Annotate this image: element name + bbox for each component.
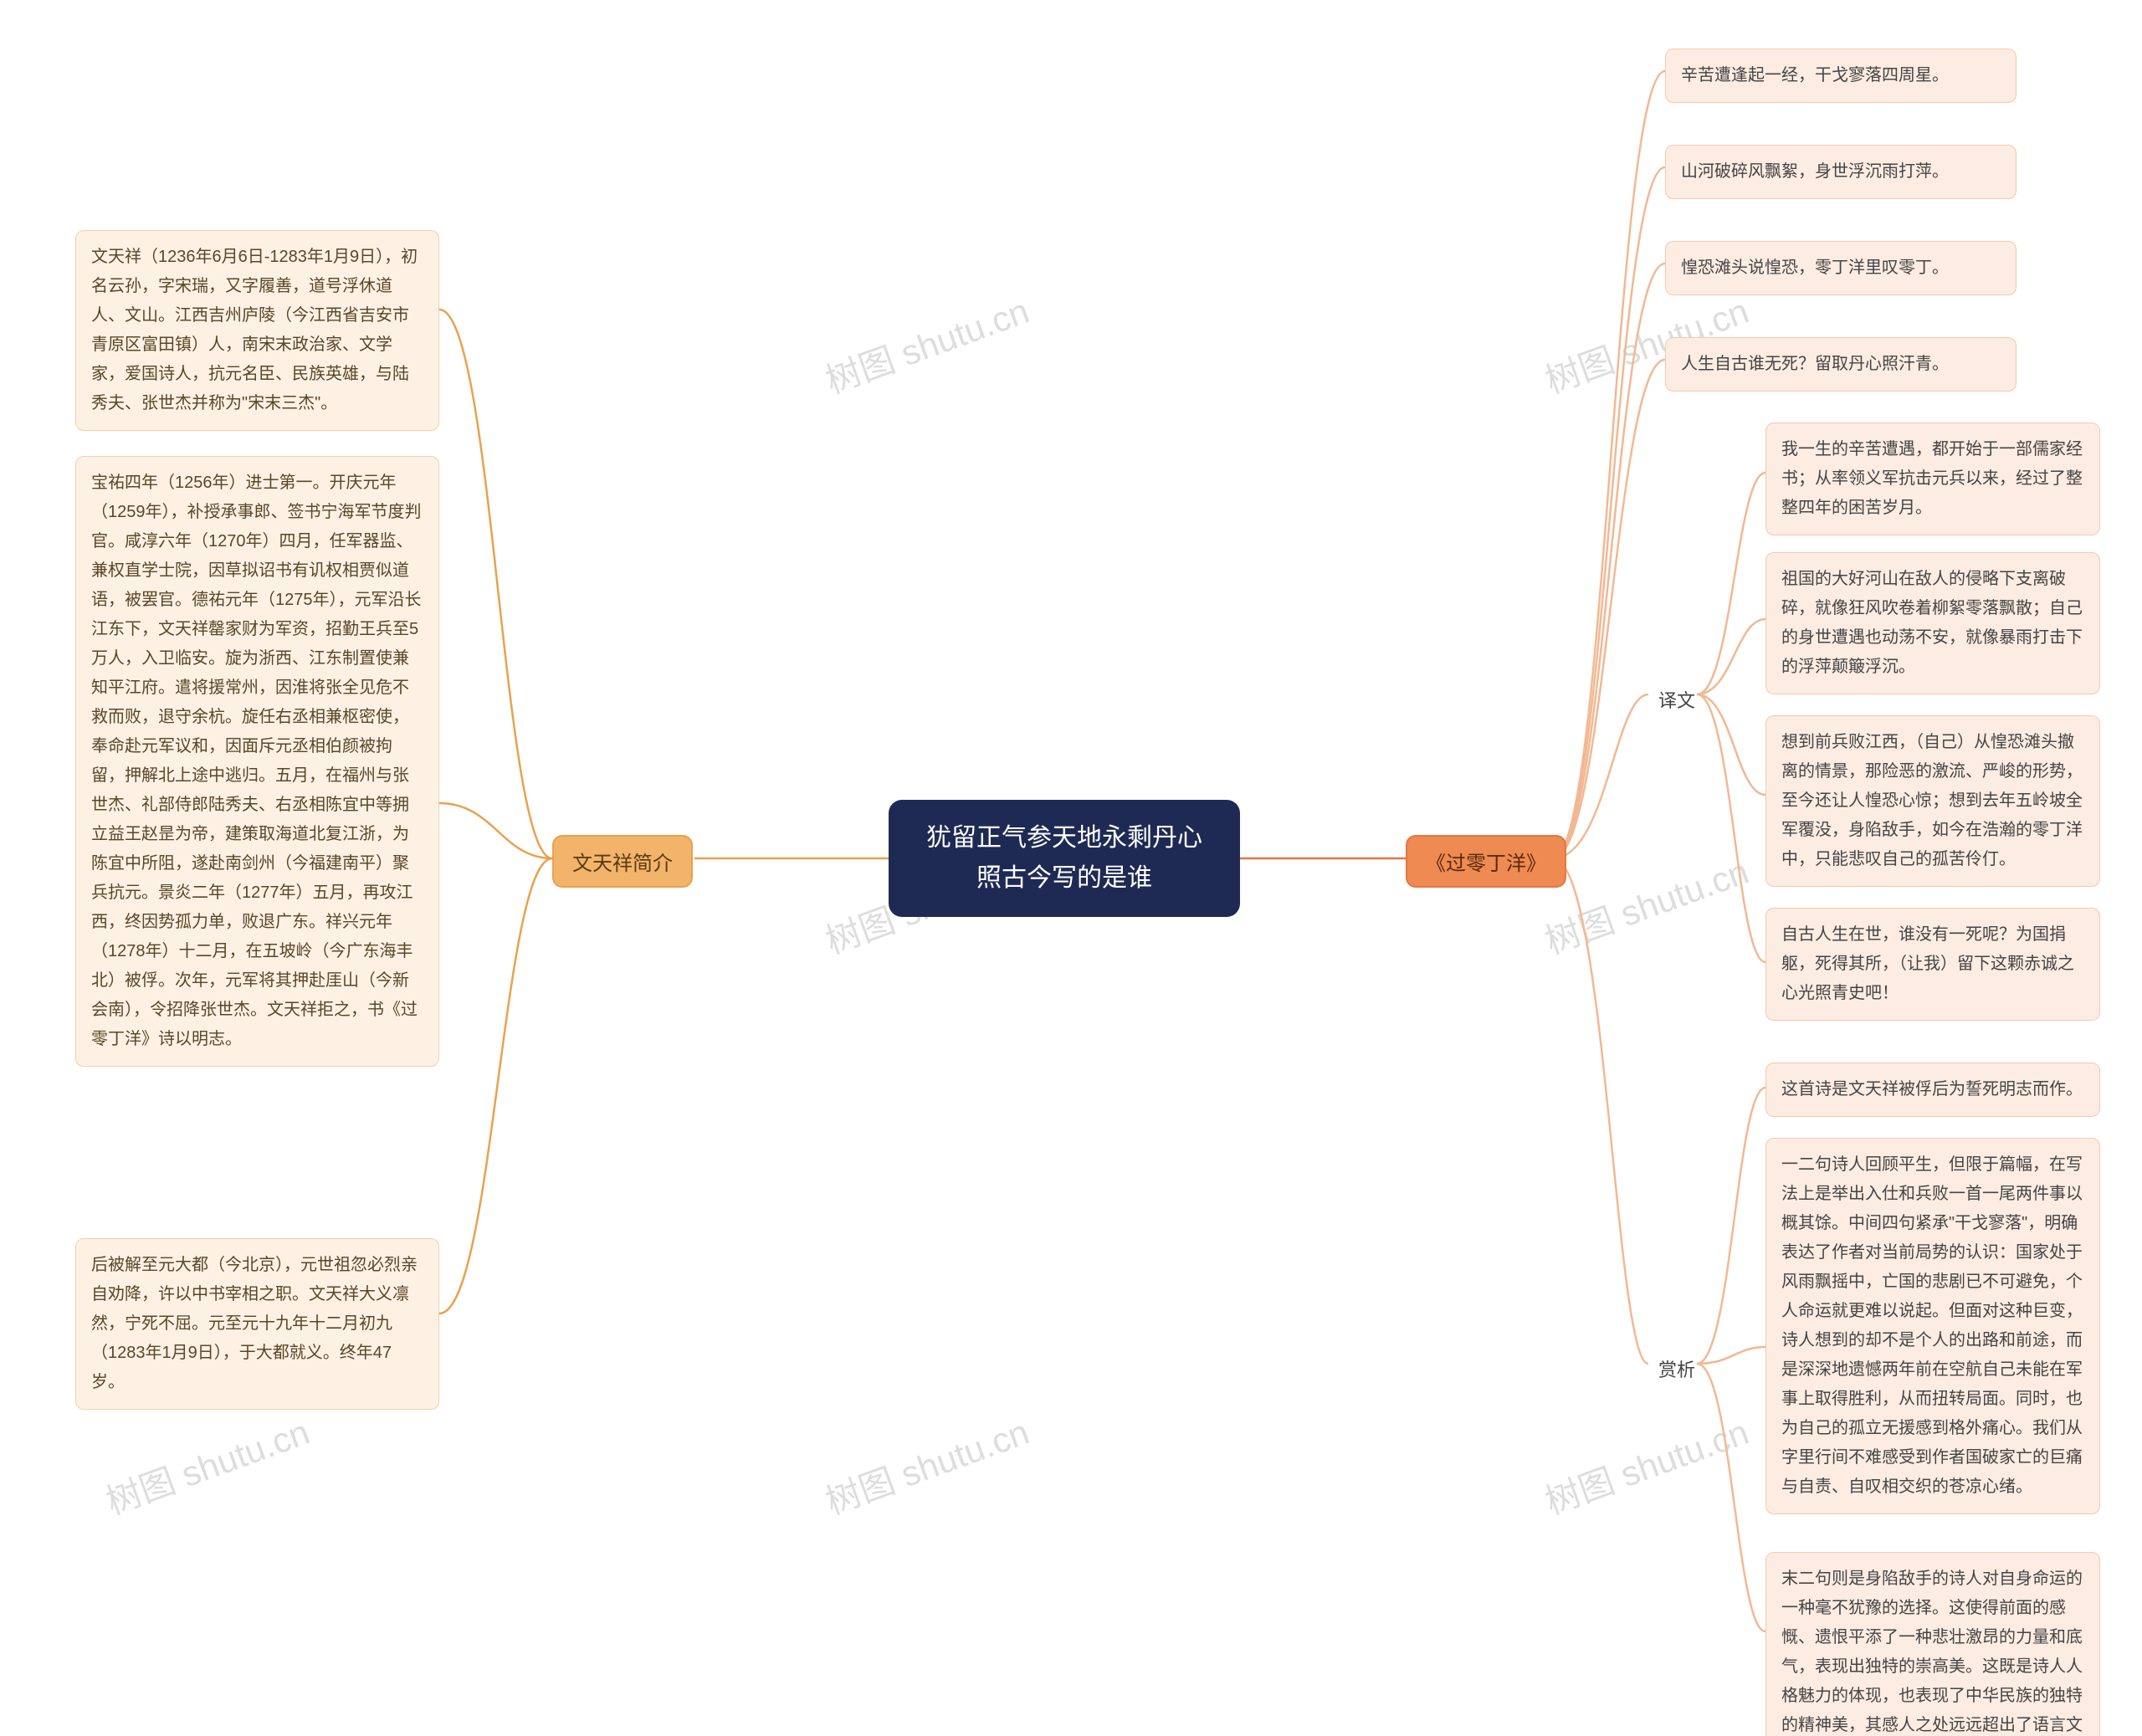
leaf-text: 这首诗是文天祥被俘后为誓死明志而作。 (1781, 1080, 2083, 1098)
leaf-text: 山河破碎风飘絮，身世浮沉雨打萍。 (1681, 162, 1949, 181)
branch-label: 《过零丁洋》 (1426, 847, 1546, 876)
sub-branch-translation[interactable]: 译文 (1648, 681, 1705, 718)
center-topic-text: 犹留正气参天地永剩丹心 照古今写的是谁 (926, 818, 1202, 899)
leaf-text: 末二句则是身陷敌手的诗人对自身命运的一种毫不犹豫的选择。这使得前面的感慨、遗恨平… (1781, 1570, 2083, 1736)
poem-line-4[interactable]: 人生自古谁无死？留取丹心照汗青。 (1665, 337, 2016, 392)
sub-branch-analysis[interactable]: 赏析 (1648, 1350, 1705, 1387)
poem-line-2[interactable]: 山河破碎风飘絮，身世浮沉雨打萍。 (1665, 145, 2016, 199)
sub-branch-label: 译文 (1658, 690, 1695, 711)
watermark: 树图 shutu.cn (98, 1404, 315, 1524)
left-leaf-2[interactable]: 宝祐四年（1256年）进士第一。开庆元年（1259年），补授承事郎、签书宁海军节… (75, 456, 439, 1067)
analysis-item-2[interactable]: 一二句诗人回顾平生，但限于篇幅，在写法上是举出入仕和兵败一首一尾两件事以概其馀。… (1765, 1138, 2100, 1514)
translation-item-3[interactable]: 想到前兵败江西，（自己）从惶恐滩头撤离的情景，那险恶的激流、严峻的形势，至今还让… (1765, 715, 2100, 887)
leaf-text: 文天祥（1236年6月6日-1283年1月9日），初名云孙，字宋瑞，又字履善，道… (91, 248, 418, 412)
left-leaf-1[interactable]: 文天祥（1236年6月6日-1283年1月9日），初名云孙，字宋瑞，又字履善，道… (75, 230, 439, 431)
leaf-text: 自古人生在世，谁没有一死呢？为国捐躯，死得其所，（让我）留下这颗赤诚之心光照青史… (1781, 925, 2074, 1002)
analysis-item-1[interactable]: 这首诗是文天祥被俘后为誓死明志而作。 (1765, 1063, 2100, 1117)
watermark: 树图 shutu.cn (1537, 843, 1755, 964)
left-leaf-3[interactable]: 后被解至元大都（今北京），元世祖忽必烈亲自劝降，许以中书宰相之职。文天祥大义凛然… (75, 1238, 439, 1410)
leaf-text: 一二句诗人回顾平生，但限于篇幅，在写法上是举出入仕和兵败一首一尾两件事以概其馀。… (1781, 1155, 2083, 1496)
leaf-text: 想到前兵败江西，（自己）从惶恐滩头撤离的情景，那险恶的激流、严峻的形势，至今还让… (1781, 733, 2083, 868)
translation-item-4[interactable]: 自古人生在世，谁没有一死呢？为国捐躯，死得其所，（让我）留下这颗赤诚之心光照青史… (1765, 908, 2100, 1021)
watermark: 树图 shutu.cn (817, 1404, 1035, 1524)
leaf-text: 后被解至元大都（今北京），元世祖忽必烈亲自劝降，许以中书宰相之职。文天祥大义凛然… (91, 1256, 418, 1391)
translation-item-2[interactable]: 祖国的大好河山在敌人的侵略下支离破碎，就像狂风吹卷着柳絮零落飘散；自己的身世遭遇… (1765, 552, 2100, 694)
center-topic[interactable]: 犹留正气参天地永剩丹心 照古今写的是谁 (889, 800, 1240, 917)
branch-label: 文天祥简介 (572, 847, 673, 876)
sub-branch-label: 赏析 (1658, 1360, 1695, 1380)
poem-line-3[interactable]: 惶恐滩头说惶恐，零丁洋里叹零丁。 (1665, 241, 2016, 295)
watermark: 树图 shutu.cn (817, 283, 1035, 403)
leaf-text: 惶恐滩头说惶恐，零丁洋里叹零丁。 (1681, 259, 1949, 277)
translation-item-1[interactable]: 我一生的辛苦遭遇，都开始于一部儒家经书；从率领义军抗击元兵以来，经过了整整四年的… (1765, 422, 2100, 535)
poem-line-1[interactable]: 辛苦遭逢起一经，干戈寥落四周星。 (1665, 49, 2016, 103)
leaf-text: 祖国的大好河山在敌人的侵略下支离破碎，就像狂风吹卷着柳絮零落飘散；自己的身世遭遇… (1781, 570, 2083, 676)
analysis-item-3[interactable]: 末二句则是身陷敌手的诗人对自身命运的一种毫不犹豫的选择。这使得前面的感慨、遗恨平… (1765, 1552, 2100, 1736)
leaf-text: 辛苦遭逢起一经，干戈寥落四周星。 (1681, 66, 1949, 84)
leaf-text: 人生自古谁无死？留取丹心照汗青。 (1681, 355, 1949, 373)
branch-wentianxiang-intro[interactable]: 文天祥简介 (552, 835, 693, 888)
watermark: 树图 shutu.cn (1537, 1404, 1755, 1524)
branch-guolingdingyang[interactable]: 《过零丁洋》 (1406, 835, 1566, 888)
leaf-text: 宝祐四年（1256年）进士第一。开庆元年（1259年），补授承事郎、签书宁海军节… (91, 474, 422, 1048)
leaf-text: 我一生的辛苦遭遇，都开始于一部儒家经书；从率领义军抗击元兵以来，经过了整整四年的… (1781, 440, 2083, 517)
